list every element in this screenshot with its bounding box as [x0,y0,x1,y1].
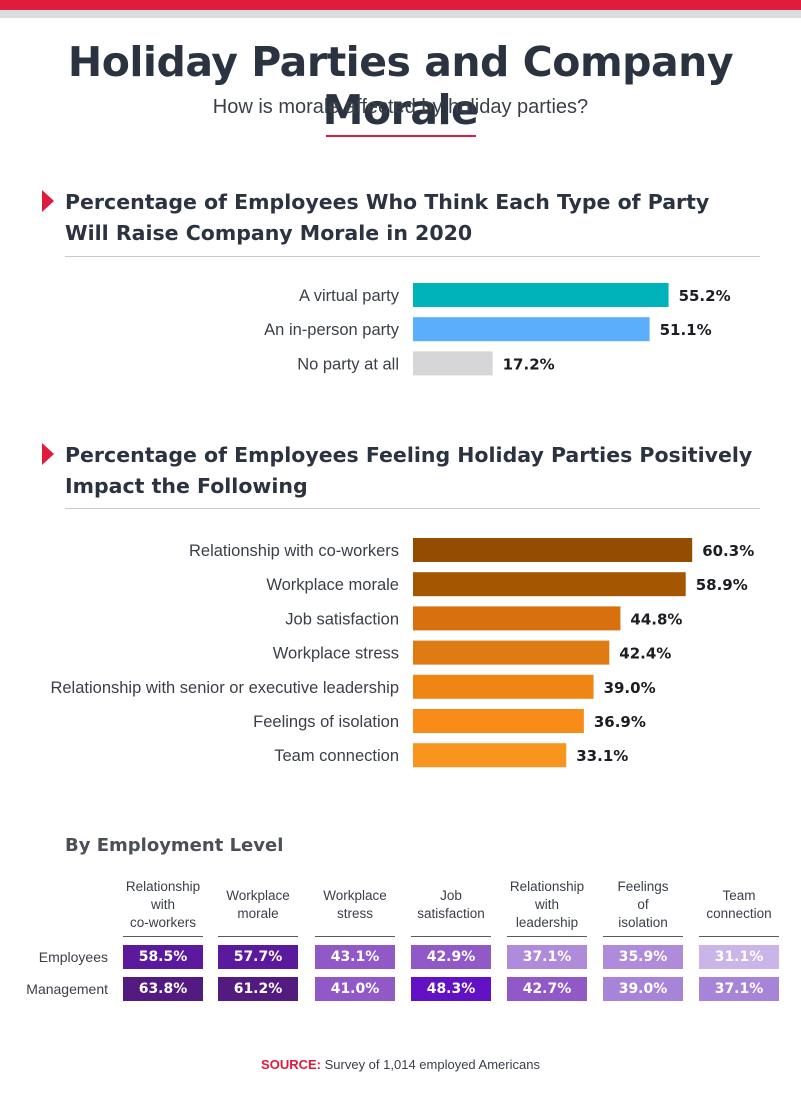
employment-level-heading: By Employment Level [65,835,284,856]
table-cell: 35.9% [603,945,683,969]
section-1-divider [65,256,760,257]
impact-value-label: 39.0% [604,679,656,697]
impact-value-label: 33.1% [576,747,628,765]
impact-category-label: Relationship with co-workers [189,542,399,560]
table-cell: 63.8% [123,977,203,1001]
impact-bar [413,674,594,699]
column-divider [123,936,203,937]
impact-bar [413,606,621,631]
table-cell: 61.2% [218,977,298,1001]
impact-bar [413,709,584,733]
column-divider [507,936,587,937]
party-type-bar [413,283,669,307]
impact-category-label: Relationship with senior or executive le… [50,679,399,697]
source-note: SOURCE: Survey of 1,014 employed America… [0,1057,801,1072]
source-label: SOURCE: [261,1057,321,1072]
party-type-value-label: 55.2% [679,287,731,305]
party-type-category-label: A virtual party [299,287,400,305]
table-cell: 39.0% [603,977,683,1001]
top-accent-stripe [0,0,801,10]
impact-category-label: Workplace stress [273,645,399,663]
column-header: Workplace stress [323,888,387,921]
column-header: Job satisfaction [417,888,485,921]
impact-bar [413,572,686,597]
section-2-divider [65,508,760,509]
impact-category-label: Feelings of isolation [253,713,399,731]
impact-category-label: Workplace morale [266,576,399,594]
column-header: Team connection [706,888,772,921]
column-header: Relationship with co-workers [125,879,201,930]
section-2-title: Percentage of Employees Feeling Holiday … [65,443,753,498]
top-gray-stripe [0,10,801,18]
impact-bar [413,640,610,665]
impact-category-label: Job satisfaction [285,610,399,628]
party-type-bar [413,317,650,342]
party-type-bar-chart: A virtual party 55.2% An in-person party 51… [264,283,731,376]
page-subtitle: How is morale affected by holiday partie… [212,96,589,118]
party-type-value-label: 51.1% [660,321,712,339]
column-header: Feelings of isolation [617,879,669,930]
impact-value-label: 58.9% [696,576,748,594]
impact-value-label: 36.9% [594,713,646,731]
table-cell: 42.9% [411,945,491,969]
table-cell: 57.7% [218,945,298,969]
impact-value-label: 60.3% [702,542,754,560]
section-1-marker-icon [42,190,54,212]
table-cell: 31.1% [699,945,779,969]
party-type-value-label: 17.2% [503,355,555,373]
column-divider [411,936,491,937]
source-text: Survey of 1,014 employed Americans [321,1057,540,1072]
title-underline [326,135,476,137]
column-divider [218,936,298,937]
column-header: Relationship with leadership [509,879,585,930]
impact-bar [413,743,567,768]
impact-value-label: 44.8% [630,610,682,628]
table-cell: 37.1% [699,977,779,1001]
column-divider [315,936,395,937]
impact-bar-chart: Relationship with co-workers 60.3% Workpla… [50,538,754,768]
table-cell: 58.5% [123,945,203,969]
column-header: Workplace morale [226,888,290,921]
column-divider [699,936,779,937]
table-cell: 42.7% [507,977,587,1001]
section-1-title: Percentage of Employees Who Think Each T… [65,190,710,245]
impact-category-label: Team connection [274,747,399,765]
impact-value-label: 42.4% [619,645,671,663]
column-divider [603,936,683,937]
party-type-bar [413,351,493,376]
table-cell: 41.0% [315,977,395,1001]
table-cell: 43.1% [315,945,395,969]
table-cell: 48.3% [411,977,491,1001]
impact-bar [413,538,693,562]
party-type-category-label: No party at all [297,355,399,373]
page-title: Holiday Parties and Company Morale [67,38,734,134]
party-type-category-label: An in-person party [264,321,400,339]
table-cell: 37.1% [507,945,587,969]
section-2-marker-icon [42,443,54,465]
row-label: Management [26,981,108,997]
row-label: Employees [38,949,108,965]
